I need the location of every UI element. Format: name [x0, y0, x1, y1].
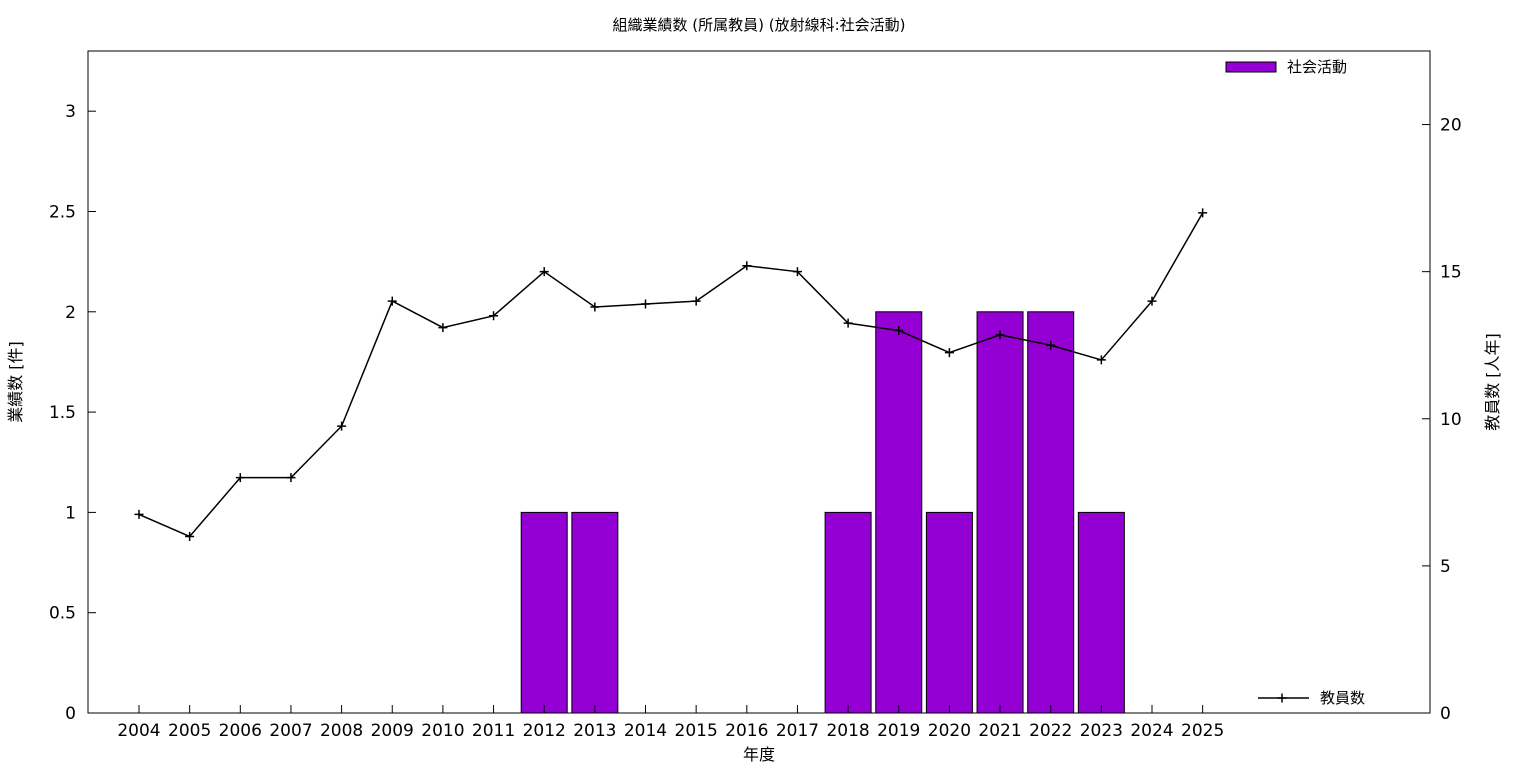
point-2018 [843, 318, 853, 328]
y2-axis-label: 教員数 [人年] [1483, 333, 1502, 431]
x-tick-label: 2005 [168, 721, 211, 741]
point-2004 [134, 509, 144, 519]
point-2010 [438, 323, 448, 333]
point-2012 [539, 267, 549, 277]
bar-2020 [925, 511, 973, 714]
x-tick-label: 2020 [928, 721, 971, 741]
point-2008 [337, 421, 347, 431]
x-tick-label: 2010 [421, 721, 464, 741]
point-2021 [995, 330, 1005, 340]
legend-line-label: 教員数 [1320, 689, 1365, 707]
x-tick-label: 2022 [1029, 721, 1072, 741]
legend-bar-label: 社会活動 [1287, 58, 1347, 76]
legend-bar-swatch [1225, 61, 1277, 73]
y-tick-label: 3 [65, 102, 76, 122]
chart-title: 組織業績数 (所属教員) (放射線科:社会活動) [613, 16, 906, 34]
point-2007 [286, 473, 296, 483]
point-2023 [1096, 355, 1106, 365]
x-tick-label: 2011 [472, 721, 515, 741]
y2-axis: 0 5 10 15 20 [1422, 116, 1462, 724]
bar-2023 [1077, 511, 1125, 714]
y-axis: 0 0.5 1 1.5 2 2.5 3 [49, 102, 96, 724]
x-tick-label: 2023 [1080, 721, 1123, 741]
legend-bars: 社会活動 [1225, 58, 1347, 76]
legend-line-marker [1277, 693, 1287, 703]
x-tick-label: 2025 [1181, 721, 1224, 741]
point-2024 [1147, 296, 1157, 306]
point-2020 [944, 348, 954, 358]
point-2019 [894, 326, 904, 336]
x-tick-label: 2021 [978, 721, 1021, 741]
x-tick-label: 2009 [371, 721, 414, 741]
y-tick-label: 1 [65, 503, 76, 523]
plot-frame [87, 50, 1431, 714]
y-tick-label: 2.5 [49, 202, 76, 222]
bar-2013 [571, 511, 619, 714]
x-axis-label: 年度 [743, 745, 775, 764]
y2-tick-label: 20 [1440, 116, 1462, 136]
point-2005 [185, 531, 195, 541]
point-2011 [489, 311, 499, 321]
line-faculty-count [138, 212, 1204, 538]
x-tick-label: 2013 [573, 721, 616, 741]
y2-tick-label: 5 [1440, 557, 1451, 577]
x-axis: 2004 2005 2006 2007 2008 2009 2010 2011 2012 2013… [117, 705, 1224, 741]
point-2016 [742, 261, 752, 271]
line-layer [134, 208, 1208, 541]
x-tick-label: 2017 [776, 721, 819, 741]
bar-2018 [824, 511, 872, 714]
point-2006 [235, 473, 245, 483]
bar-2012 [520, 511, 568, 714]
x-tick-label: 2018 [826, 721, 869, 741]
x-tick-label: 2004 [117, 721, 160, 741]
bar-2022 [1027, 311, 1075, 714]
y-tick-label: 1.5 [49, 403, 76, 423]
legend-line: 教員数 [1258, 689, 1365, 707]
bars-layer [520, 311, 1125, 714]
y2-tick-label: 15 [1440, 263, 1462, 283]
x-tick-label: 2015 [675, 721, 718, 741]
x-tick-label: 2012 [523, 721, 566, 741]
y-axis-label: 業績数 [件] [6, 341, 25, 423]
point-2014 [641, 299, 650, 309]
y-tick-label: 2 [65, 303, 76, 323]
bar-2021 [976, 311, 1024, 714]
y2-tick-label: 10 [1440, 410, 1462, 430]
y2-tick-label: 0 [1440, 704, 1451, 724]
x-tick-label: 2024 [1130, 721, 1173, 741]
point-2009 [387, 296, 397, 306]
x-tick-label: 2016 [725, 721, 768, 741]
bar-2019 [875, 311, 923, 714]
x-tick-label: 2008 [320, 721, 363, 741]
point-2015 [691, 296, 701, 306]
point-2022 [1046, 340, 1056, 350]
point-2017 [792, 267, 802, 277]
y-tick-label: 0 [65, 704, 76, 724]
point-2013 [590, 302, 600, 312]
y-tick-label: 0.5 [49, 604, 76, 624]
x-tick-label: 2014 [624, 721, 667, 741]
x-tick-label: 2006 [219, 721, 262, 741]
x-tick-label: 2019 [877, 721, 920, 741]
x-tick-label: 2007 [269, 721, 312, 741]
point-2025 [1198, 208, 1208, 218]
